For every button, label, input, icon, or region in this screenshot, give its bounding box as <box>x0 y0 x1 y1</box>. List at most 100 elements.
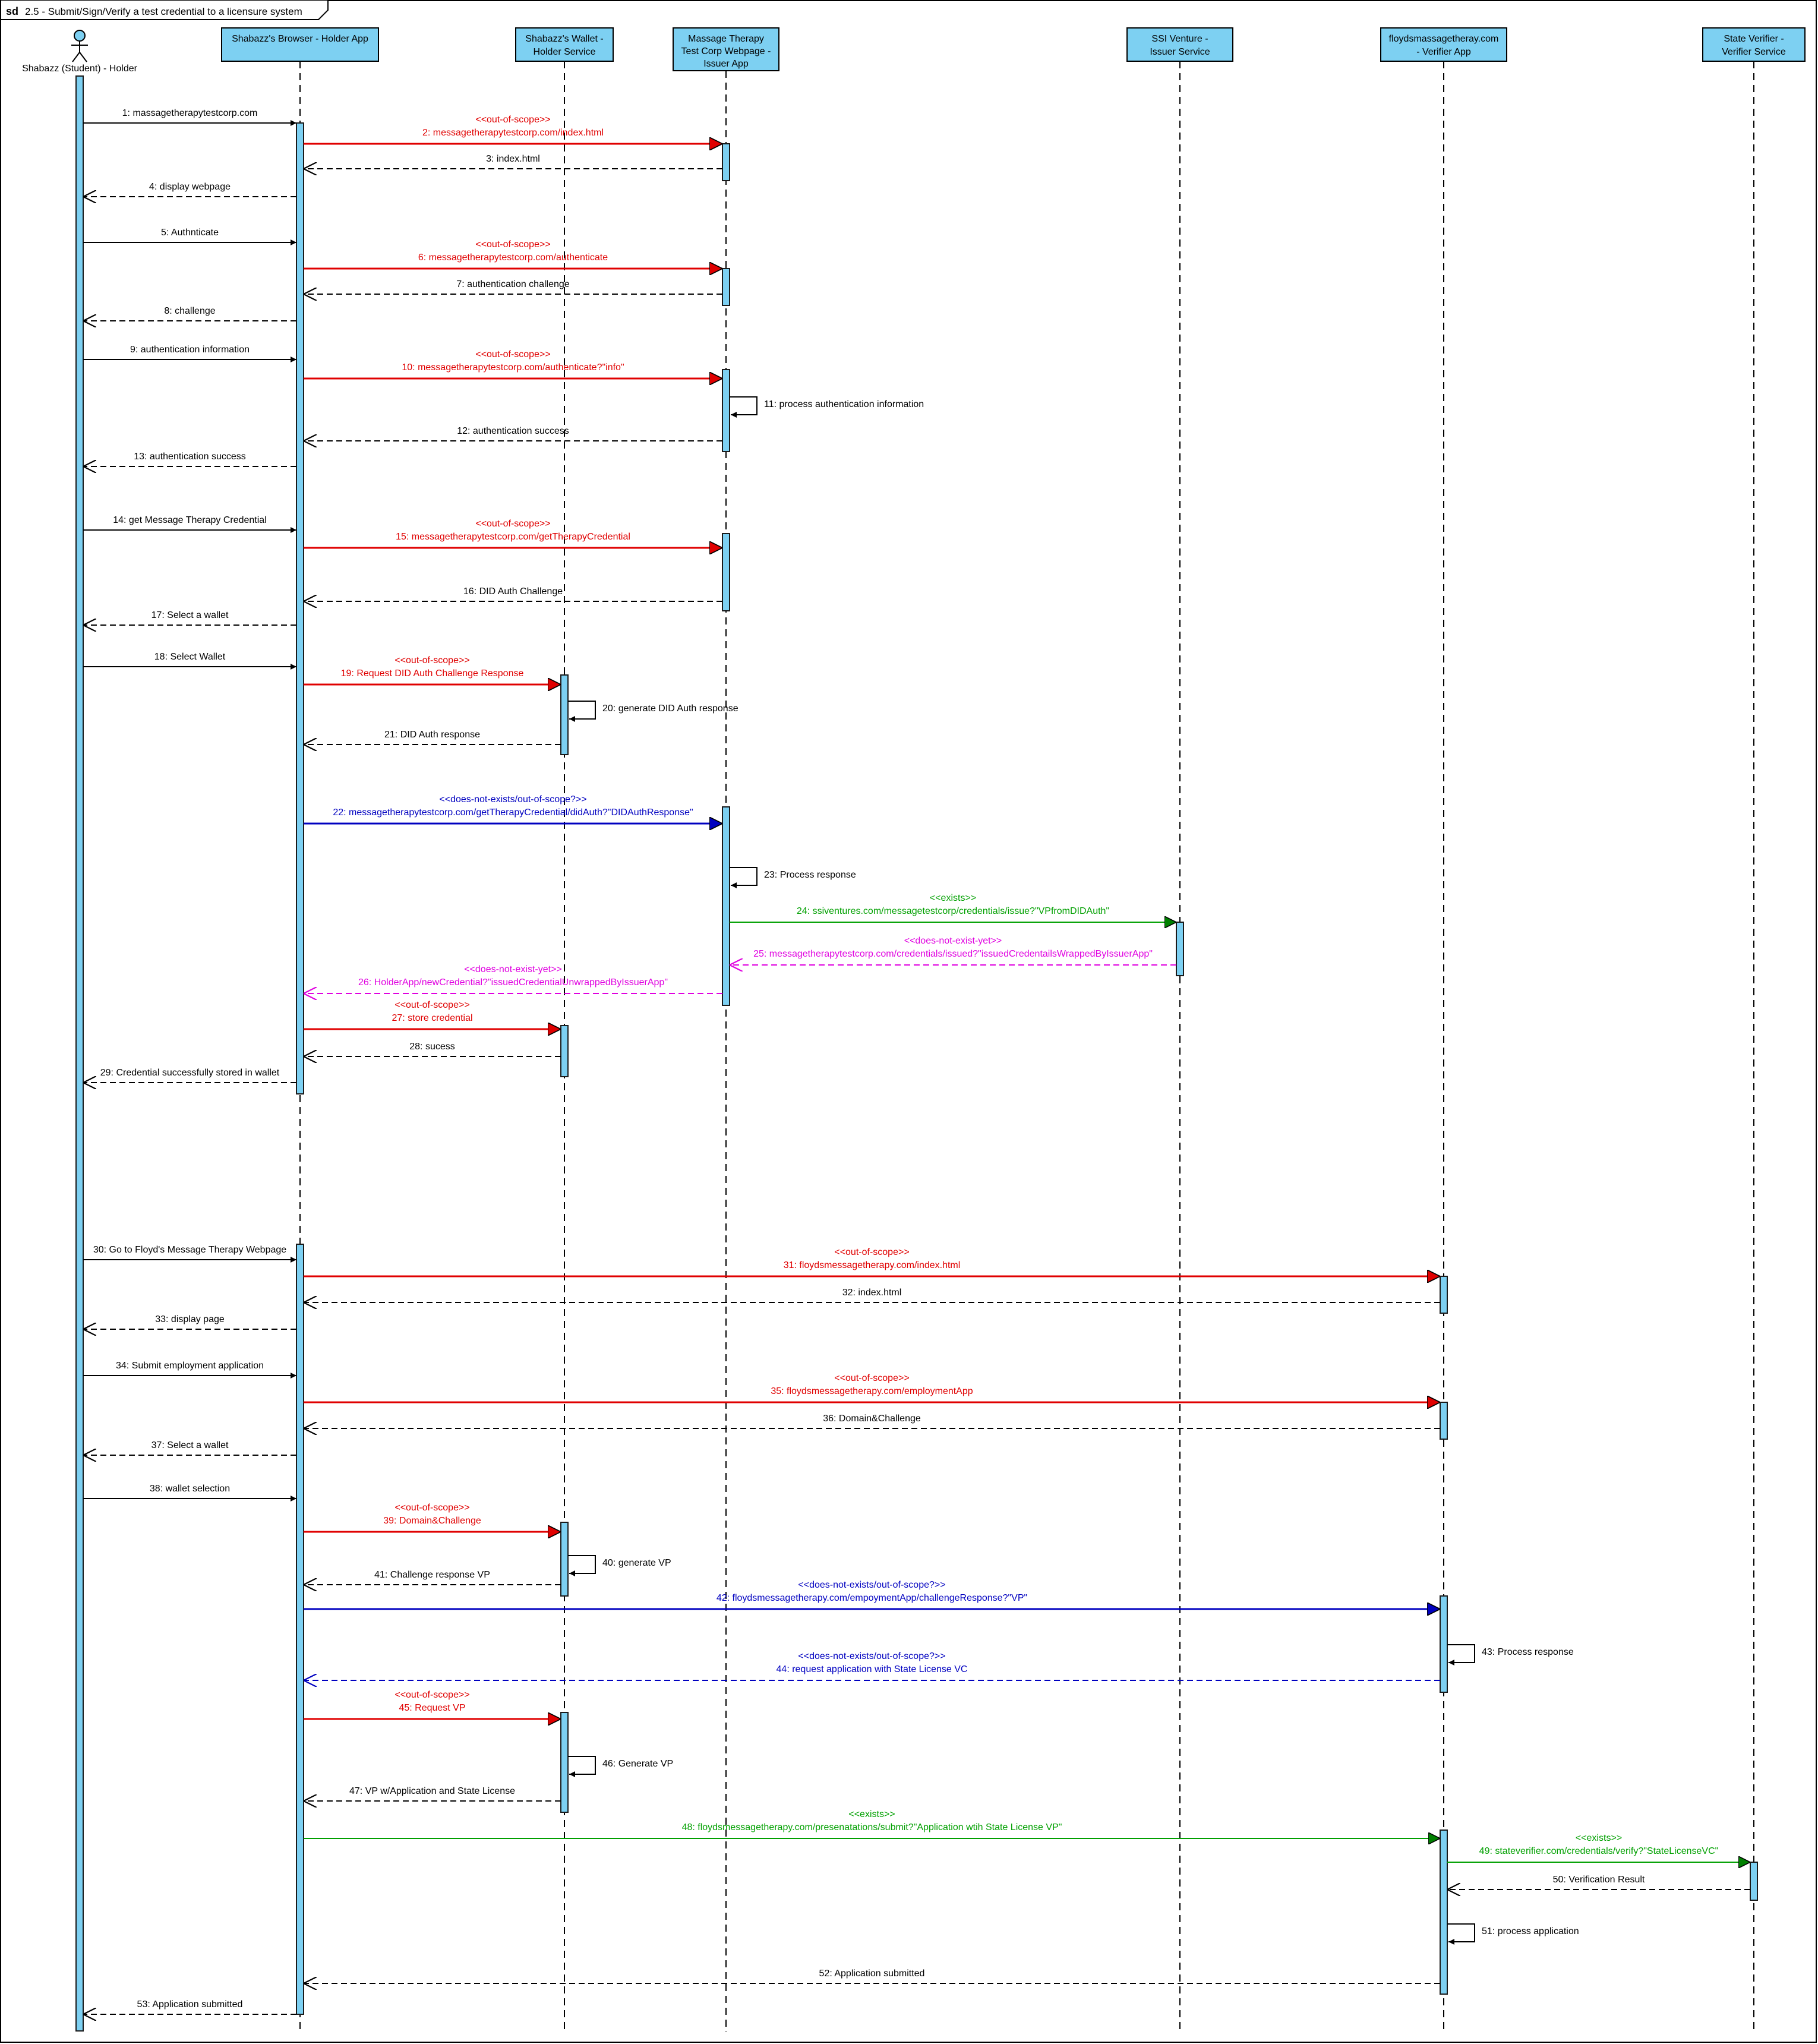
message-label: 8: challenge <box>164 306 215 316</box>
message-11: 11: process authentication information <box>730 396 924 418</box>
activation-wallet-4 <box>560 1712 569 1813</box>
message-16: 16: DID Auth Challenge <box>304 586 722 601</box>
message-31: <<out-of-scope>> 31: floydsmessagetherapy… <box>304 1247 1440 1276</box>
message-label: 7: authentication challenge <box>456 279 569 289</box>
message-6: <<out-of-scope>> 6: messagetherapytestcor… <box>304 239 722 269</box>
message-8: 8: challenge <box>83 306 296 321</box>
message-3: 3: index.html <box>304 154 722 169</box>
svg-text:floydsmassagetheray.com: floydsmassagetheray.com <box>1389 34 1499 44</box>
message-34: 34: Submit employment application <box>83 1361 296 1379</box>
message-label: 33: display page <box>155 1314 225 1324</box>
message-29: 29: Credential successfully stored in wa… <box>83 1068 296 1083</box>
message-label: 44: request application with State Licen… <box>777 1664 968 1674</box>
message-47: 47: VP w/Application and State License <box>304 1786 561 1801</box>
message-17: 17: Select a wallet <box>83 610 296 625</box>
activation-ssi-venture <box>1176 922 1184 976</box>
message-label: 12: authentication success <box>457 426 569 436</box>
message-stereotype: <<out-of-scope>> <box>394 1000 469 1010</box>
message-20: 20: generate DID Auth response <box>568 701 738 722</box>
activation-issuer-5 <box>722 806 730 1006</box>
message-38: 38: wallet selection <box>83 1484 296 1502</box>
message-stereotype: <<exists>> <box>930 893 976 903</box>
activation-verifier-1 <box>1440 1276 1448 1314</box>
lifeline-head-wallet: Shabazz's Wallet - Holder Service <box>515 27 614 62</box>
message-arrow <box>1447 1644 1475 1666</box>
lifeline-head-issuer-app: Massage Therapy Test Corp Webpage - Issu… <box>673 27 779 71</box>
message-label: 14: get Message Therapy Credential <box>113 515 267 525</box>
message-label: 18: Select Wallet <box>154 652 226 662</box>
message-label: 4: display webpage <box>149 182 231 192</box>
frame-title: 2.5 - Submit/Sign/Verify a test credenti… <box>25 6 302 17</box>
message-27: <<out-of-scope>> 27: store credential <box>304 1000 561 1029</box>
message-label: 21: DID Auth response <box>384 730 480 740</box>
message-49: <<exists>> 49: stateverifier.com/credenti… <box>1447 1833 1750 1862</box>
message-1: 1: massagetherapytestcorp.com <box>83 108 296 126</box>
activation-bars <box>75 75 1758 2032</box>
message-label: 39: Domain&Challenge <box>383 1516 481 1526</box>
message-22: <<does-not-exists/out-of-scope?>> 22: mes… <box>304 794 722 824</box>
message-41: 41: Challenge response VP <box>304 1570 561 1585</box>
message-label: 27: store credential <box>392 1013 472 1023</box>
frame-keyword: sd <box>6 5 18 17</box>
message-label: 13: authentication success <box>134 452 246 462</box>
message-stereotype: <<out-of-scope>> <box>394 655 469 665</box>
message-label: 42: floydsmessagetherapy.com/empoymentAp… <box>717 1593 1027 1603</box>
message-stereotype: <<out-of-scope>> <box>394 1503 469 1513</box>
lifeline-head-verifier-app: floydsmassagetheray.com - Verifier App <box>1380 27 1507 62</box>
message-51: 51: process application <box>1447 1923 1579 1945</box>
message-stereotype: <<does-not-exists/out-of-scope?>> <box>798 1580 945 1590</box>
message-label: 30: Go to Floyd's Message Therapy Webpag… <box>93 1245 286 1255</box>
message-label: 2: messagetherapytestcorp.com/index.html <box>422 128 604 138</box>
message-43: 43: Process response <box>1447 1644 1574 1666</box>
message-35: <<out-of-scope>> 35: floydsmessagetherapy… <box>304 1373 1440 1402</box>
message-label: 50: Verification Result <box>1553 1875 1645 1885</box>
svg-text:Holder Service: Holder Service <box>534 47 596 57</box>
frame-title-tab <box>0 1 329 20</box>
message-stereotype: <<does-not-exist-yet>> <box>464 964 562 974</box>
message-52: 52: Application submitted <box>304 1969 1440 1983</box>
message-label: 9: authentication information <box>130 345 250 355</box>
svg-text:- Verifier App: - Verifier App <box>1416 47 1471 57</box>
message-arrow <box>568 701 596 722</box>
message-label: 19: Request DID Auth Challenge Response <box>341 668 524 679</box>
activation-wallet-3 <box>560 1522 569 1597</box>
message-label: 32: index.html <box>842 1288 902 1298</box>
message-46: 46: Generate VP <box>568 1756 673 1777</box>
message-arrow <box>568 1555 596 1576</box>
message-stereotype: <<out-of-scope>> <box>475 519 550 529</box>
svg-text:Massage Therapy: Massage Therapy <box>688 34 764 44</box>
message-23: 23: Process response <box>730 867 856 888</box>
svg-text:State Verifier -: State Verifier - <box>1724 34 1784 44</box>
message-5: 5: Authnticate <box>83 228 296 245</box>
message-label: 1: massagetherapytestcorp.com <box>122 108 258 118</box>
message-label: 49: stateverifier.com/credentials/verify… <box>1479 1846 1719 1856</box>
message-stereotype: <<exists>> <box>1576 1833 1622 1843</box>
message-9: 9: authentication information <box>83 345 296 362</box>
message-label: 25: messagetherapytestcorp.com/credentia… <box>753 949 1153 959</box>
message-label: 10: messagetherapytestcorp.com/authentic… <box>402 362 624 373</box>
message-label: 22: messagetherapytestcorp.com/getTherap… <box>333 807 693 818</box>
message-label: 3: index.html <box>486 154 540 164</box>
message-label: 5: Authnticate <box>161 228 219 238</box>
message-13: 13: authentication success <box>83 452 296 466</box>
message-24: <<exists>> 24: ssiventures.com/messagetes… <box>730 893 1176 922</box>
message-stereotype: <<out-of-scope>> <box>834 1373 909 1383</box>
message-32: 32: index.html <box>304 1288 1440 1302</box>
message-stereotype: <<does-not-exist-yet>> <box>904 936 1002 946</box>
message-label: 47: VP w/Application and State License <box>349 1786 515 1796</box>
message-label: 20: generate DID Auth response <box>602 704 738 714</box>
message-45: <<out-of-scope>> 45: Request VP <box>304 1690 561 1719</box>
message-stereotype: <<does-not-exists/out-of-scope?>> <box>798 1651 945 1661</box>
activation-issuer-1 <box>722 143 730 181</box>
activation-issuer-4 <box>722 533 730 611</box>
activation-state-verifier <box>1750 1862 1758 1901</box>
message-label: 23: Process response <box>764 870 856 880</box>
message-42: <<does-not-exists/out-of-scope?>> 42: flo… <box>304 1580 1440 1609</box>
message-label: 40: generate VP <box>602 1558 671 1568</box>
message-14: 14: get Message Therapy Credential <box>83 515 296 533</box>
message-arrow <box>1447 1923 1475 1945</box>
lifeline-head-ssi-venture: SSI Venture - Issuer Service <box>1126 27 1233 62</box>
activation-verifier-3 <box>1440 1595 1448 1693</box>
message-label: 51: process application <box>1482 1926 1579 1936</box>
